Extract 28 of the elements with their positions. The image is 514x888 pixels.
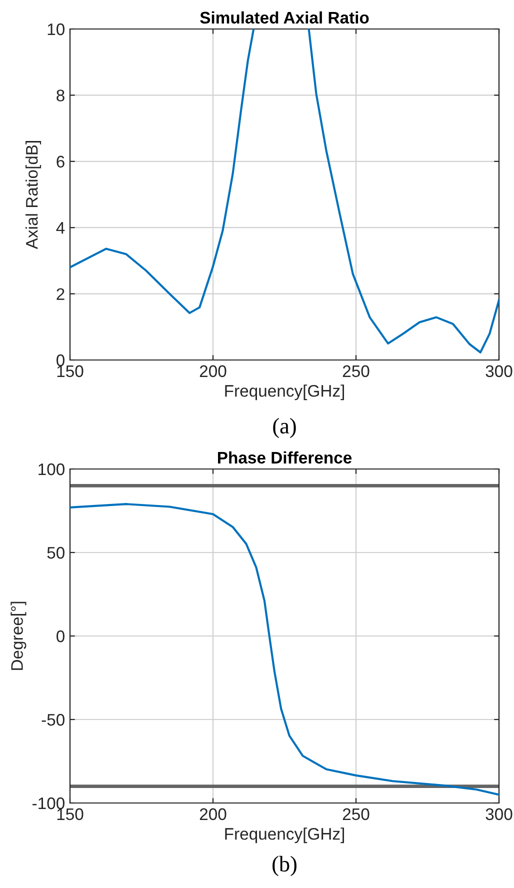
chart-title: Simulated Axial Ratio: [200, 11, 369, 24]
y-axis-title: Axial Ratio[dB]: [26, 141, 42, 250]
x-axis-title: Frequency[GHz]: [225, 828, 344, 844]
text: (a): [273, 418, 296, 438]
y-tick-label: 0: [56, 630, 64, 642]
x-tick-label: 200: [200, 365, 226, 378]
y-tick-label: 0: [56, 354, 64, 366]
x-tick-label: 150: [57, 808, 84, 820]
x-tick-label: 300: [486, 808, 512, 820]
chart-title: Phase Difference: [218, 451, 352, 464]
y-tick-label: 4: [56, 222, 65, 234]
x-axis-title: Frequency[GHz]: [225, 384, 344, 400]
x-tick-label: 150: [57, 365, 84, 378]
text: (b): [272, 856, 296, 876]
y-tick-label: -100: [32, 797, 64, 810]
y-tick-label: 6: [56, 156, 64, 168]
y-tick-label: -50: [42, 714, 64, 726]
y-tick-label: 10: [48, 23, 64, 36]
y-tick-label: 2: [56, 288, 64, 300]
x-tick-label: 250: [342, 365, 370, 378]
x-tick-label: 250: [342, 808, 370, 820]
y-tick-label: 8: [56, 90, 64, 102]
x-tick-label: 200: [200, 808, 226, 820]
y-tick-label: 50: [47, 546, 64, 559]
line-series: [70, 503, 499, 796]
y-tick-label: 100: [38, 463, 64, 476]
y-axis-title: Degree[°]: [10, 602, 26, 670]
x-tick-label: 300: [486, 365, 512, 378]
